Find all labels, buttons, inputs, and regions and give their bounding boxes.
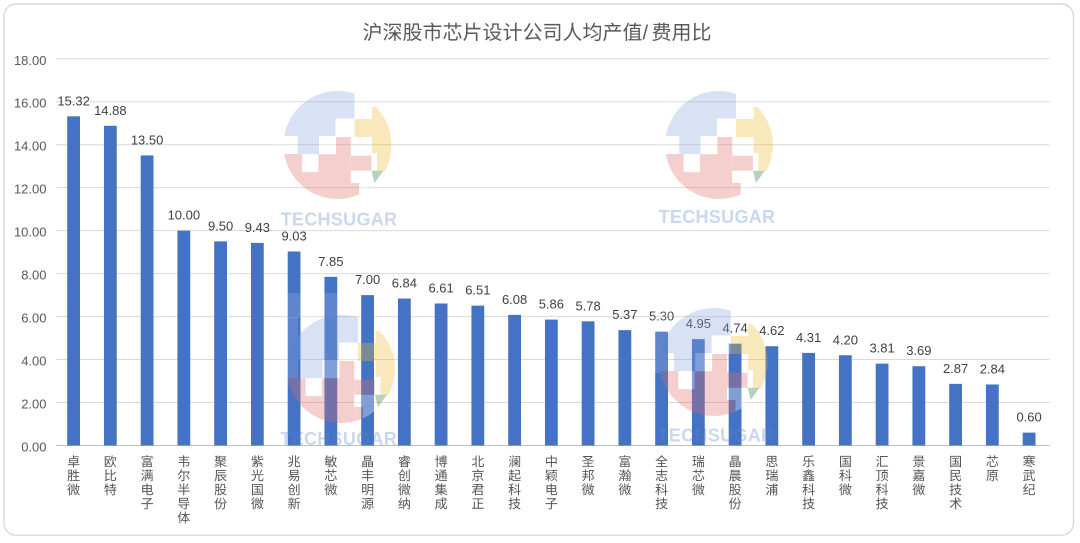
svg-text:6.00: 6.00: [21, 311, 46, 326]
svg-text:4.20: 4.20: [833, 332, 858, 347]
svg-text:14.00: 14.00: [14, 139, 47, 154]
svg-text:16.00: 16.00: [14, 96, 47, 111]
svg-text:TECHSUGAR: TECHSUGAR: [280, 429, 397, 449]
svg-text:/: /: [643, 22, 649, 44]
svg-text:7.85: 7.85: [318, 254, 343, 269]
svg-text:10.00: 10.00: [168, 208, 201, 223]
svg-text:2.84: 2.84: [980, 361, 1005, 376]
svg-text:0.00: 0.00: [21, 440, 46, 455]
svg-text:5.37: 5.37: [612, 307, 637, 322]
svg-text:6.08: 6.08: [502, 292, 527, 307]
svg-text:TECHSUGAR: TECHSUGAR: [659, 207, 776, 227]
svg-text:4.00: 4.00: [21, 354, 46, 369]
svg-text:14.88: 14.88: [94, 103, 127, 118]
svg-text:0.60: 0.60: [1016, 410, 1041, 425]
svg-text:4.31: 4.31: [796, 330, 821, 345]
svg-text:12.00: 12.00: [14, 182, 47, 197]
svg-text:10.00: 10.00: [14, 225, 47, 240]
svg-text:TECHSUGAR: TECHSUGAR: [658, 426, 775, 446]
svg-text:2.00: 2.00: [21, 397, 46, 412]
svg-text:3.81: 3.81: [869, 341, 894, 356]
svg-text:9.43: 9.43: [245, 220, 270, 235]
svg-text:5.86: 5.86: [539, 297, 564, 312]
svg-text:18.00: 18.00: [14, 53, 47, 68]
svg-text:9.50: 9.50: [208, 218, 233, 233]
svg-text:13.50: 13.50: [131, 132, 164, 147]
svg-text:9.03: 9.03: [281, 228, 306, 243]
svg-text:8.00: 8.00: [21, 268, 46, 283]
svg-text:7.00: 7.00: [355, 272, 380, 287]
svg-text:15.32: 15.32: [57, 93, 90, 108]
svg-text:3.69: 3.69: [906, 343, 931, 358]
svg-text:6.61: 6.61: [428, 280, 453, 295]
svg-text:4.62: 4.62: [759, 323, 784, 338]
svg-text:5.78: 5.78: [575, 298, 600, 313]
svg-text:6.84: 6.84: [392, 276, 417, 291]
svg-text:TECHSUGAR: TECHSUGAR: [281, 210, 398, 230]
svg-text:2.87: 2.87: [943, 361, 968, 376]
svg-text:6.51: 6.51: [465, 283, 490, 298]
